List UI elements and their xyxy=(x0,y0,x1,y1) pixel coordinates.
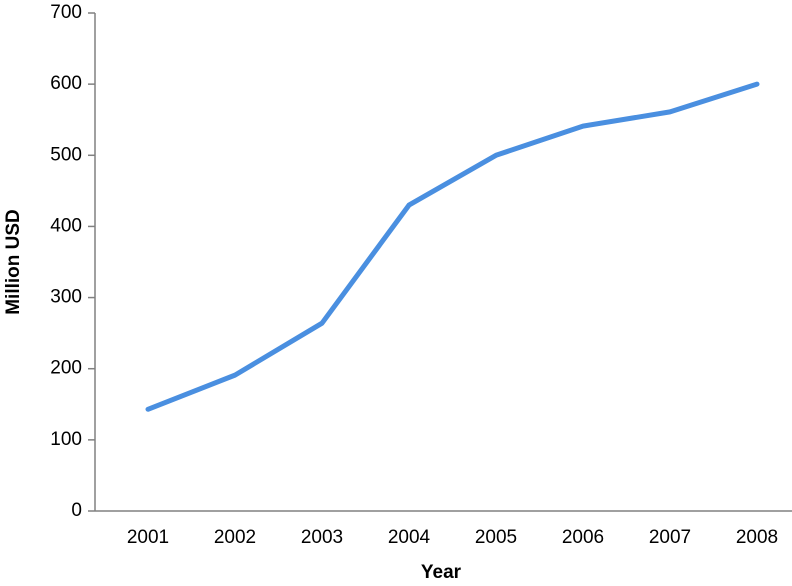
y-tick-label: 300 xyxy=(50,287,82,308)
y-tick-label: 700 xyxy=(50,2,82,23)
x-tick-label: 2007 xyxy=(649,527,691,548)
x-tick-label: 2005 xyxy=(475,527,517,548)
x-tick-label: 2006 xyxy=(562,527,604,548)
x-tick-label: 2002 xyxy=(214,527,256,548)
x-axis-title: Year xyxy=(421,562,462,583)
y-tick-label: 400 xyxy=(50,215,82,236)
line-series xyxy=(145,81,760,412)
x-tick-label: 2001 xyxy=(127,527,169,548)
x-tick-label: 2003 xyxy=(301,527,343,548)
y-tick-label: 100 xyxy=(50,429,82,450)
y-axis-title: Million USD xyxy=(3,209,24,315)
y-tick-label: 0 xyxy=(71,500,82,521)
x-tick-label: 2008 xyxy=(736,527,778,548)
y-tick-label: 600 xyxy=(50,73,82,94)
y-tick-label: 200 xyxy=(50,358,82,379)
x-tick-label: 2004 xyxy=(388,527,431,548)
y-tick-label: 500 xyxy=(50,144,82,165)
